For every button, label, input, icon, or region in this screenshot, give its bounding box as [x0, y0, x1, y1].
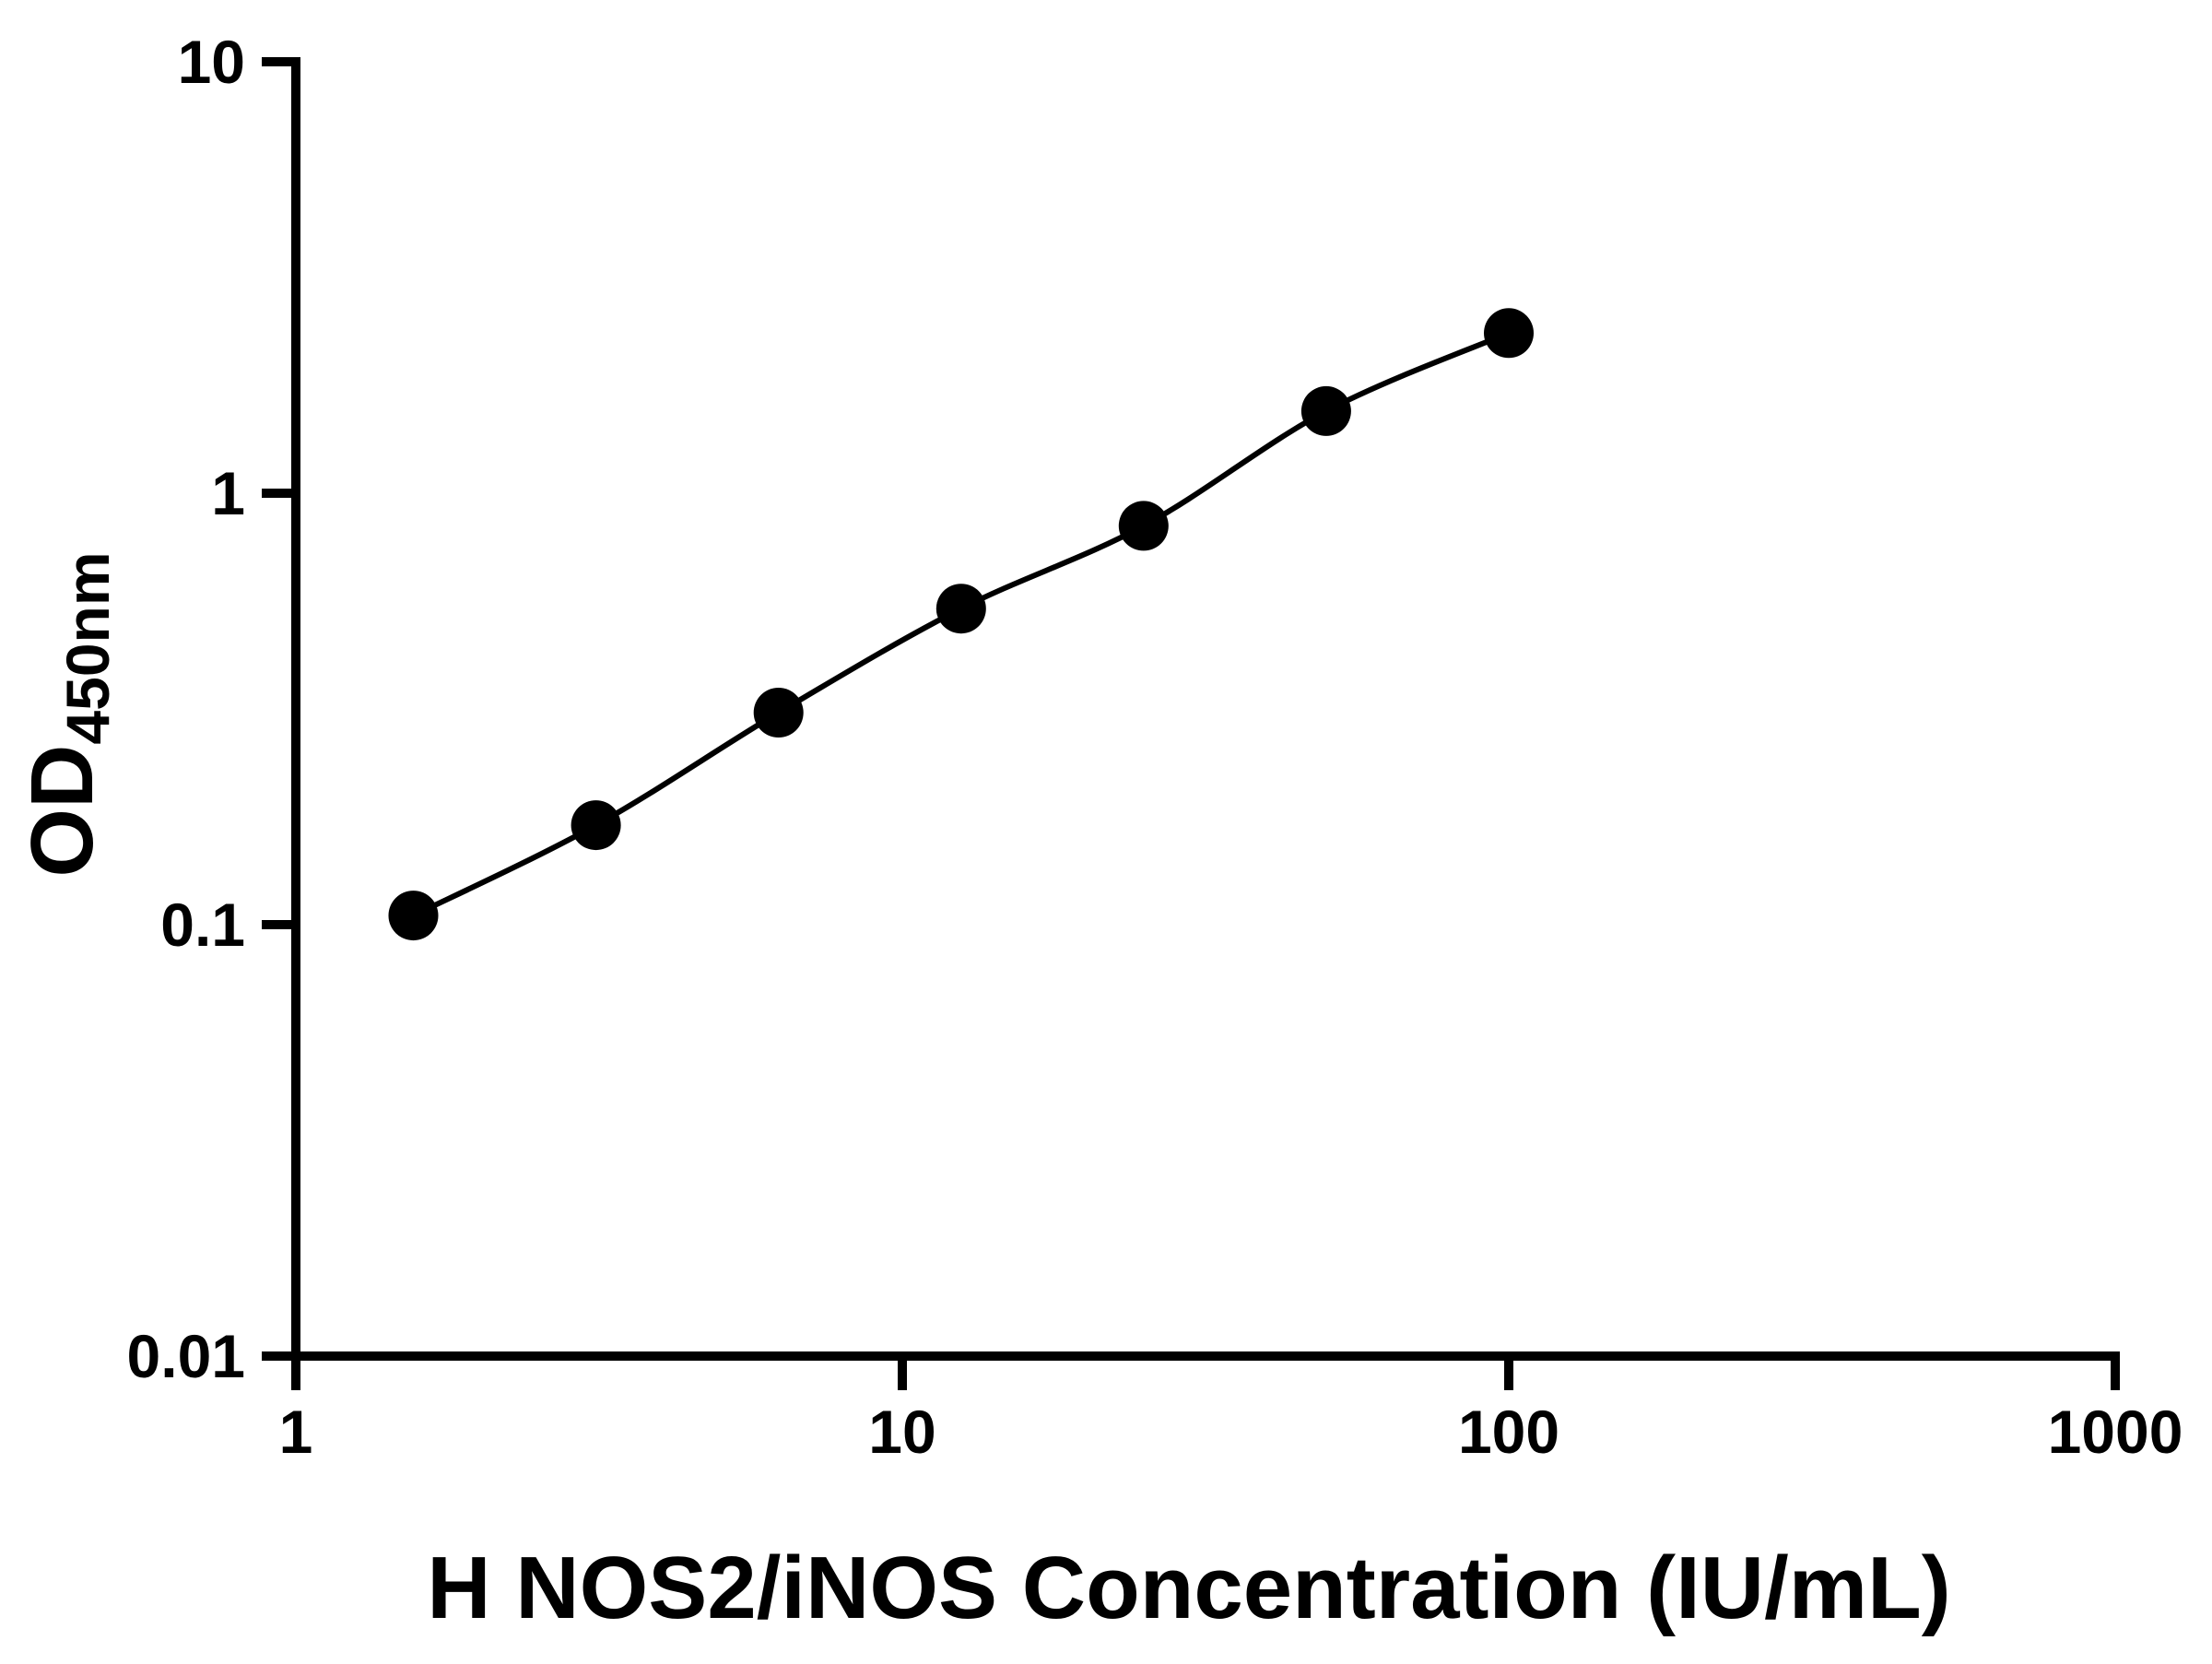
data-point	[571, 800, 621, 851]
tick-labels: 1 10 100 1000 0.01 0.1 1 10	[127, 28, 2183, 1466]
y-axis-title: OD450nm	[13, 551, 122, 877]
data-points	[388, 308, 1534, 941]
axes	[291, 57, 2120, 1361]
x-tick-label: 10	[868, 1398, 935, 1466]
y-axis-title-sub: 450nm	[53, 551, 122, 744]
data-point	[1300, 385, 1351, 436]
tick-marks	[262, 57, 2120, 1390]
data-point	[753, 688, 804, 738]
x-axis-title: H NOS2/iNOS Concentration (IU/mL)	[427, 1539, 1950, 1637]
data-point	[1118, 501, 1169, 551]
y-tick-label: 0.01	[127, 1322, 245, 1390]
data-point	[935, 584, 986, 634]
data-point	[1484, 308, 1534, 359]
y-tick-label: 1	[211, 459, 245, 527]
axis-spine	[291, 57, 2120, 1361]
y-axis-title-main: OD	[13, 745, 112, 878]
y-tick-label: 10	[178, 28, 245, 96]
x-tick-label: 1	[279, 1398, 313, 1466]
y-tick-label: 0.1	[160, 891, 245, 959]
x-tick-label: 100	[1458, 1398, 1559, 1466]
data-point	[388, 891, 439, 941]
x-tick-label: 1000	[2048, 1398, 2183, 1466]
